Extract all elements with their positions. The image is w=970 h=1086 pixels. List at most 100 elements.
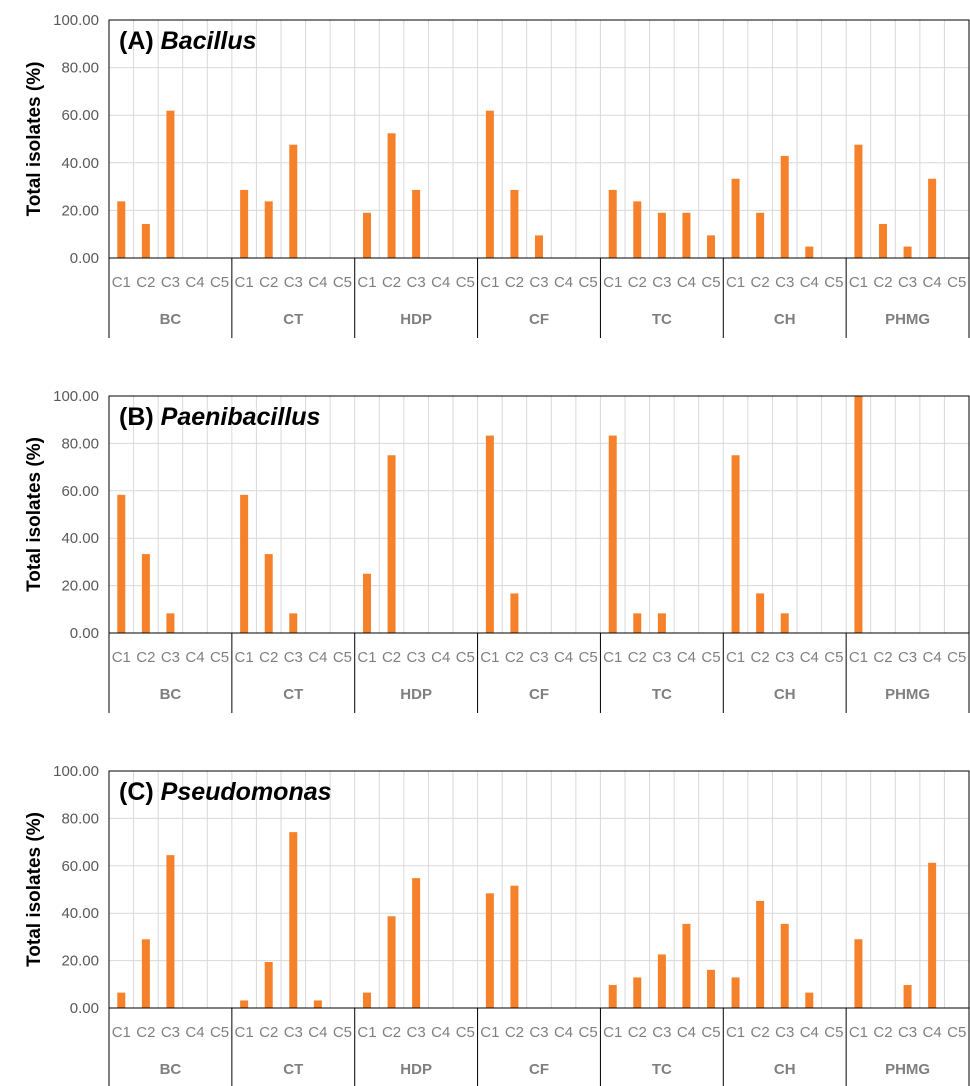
bar-hdp-c1 bbox=[363, 212, 371, 258]
x-tick-label: C4 bbox=[554, 1024, 573, 1041]
bar-ch-c1 bbox=[731, 977, 740, 1008]
group-label: BC bbox=[160, 686, 182, 703]
bar-ch-c3 bbox=[780, 613, 789, 633]
bar-bc-c2 bbox=[141, 939, 150, 1008]
y-tick-label: 60.00 bbox=[61, 107, 99, 124]
panel-title-genus: Paenibacillus bbox=[161, 403, 321, 431]
bar-bc-c3 bbox=[166, 613, 175, 633]
bar-phmg-c1 bbox=[854, 144, 863, 258]
x-tick-label: C4 bbox=[923, 274, 942, 291]
bar-tc-c3 bbox=[657, 613, 666, 633]
x-tick-label: C3 bbox=[407, 274, 426, 291]
x-tick-label: C1 bbox=[726, 649, 745, 666]
x-tick-label: C2 bbox=[751, 649, 770, 666]
x-tick-label: C3 bbox=[775, 1024, 794, 1041]
x-tick-label: C2 bbox=[628, 649, 647, 666]
y-tick-label: 40.00 bbox=[61, 155, 99, 172]
x-tick-label: C4 bbox=[185, 649, 204, 666]
x-tick-label: C3 bbox=[775, 649, 794, 666]
group-label: TC bbox=[652, 311, 672, 328]
y-tick-label: 80.00 bbox=[61, 810, 99, 827]
group-label: TC bbox=[652, 686, 672, 703]
plot-border bbox=[108, 770, 970, 1009]
x-tick-label: C3 bbox=[284, 649, 303, 666]
x-tick-label: C5 bbox=[947, 649, 966, 666]
bar-tc-c1 bbox=[608, 189, 617, 258]
x-tick-label: C4 bbox=[923, 1024, 942, 1041]
bar-bc-c1 bbox=[117, 201, 126, 258]
x-tick-label: C1 bbox=[480, 649, 499, 666]
x-tick-label: C4 bbox=[800, 1024, 819, 1041]
bar-ch-c4 bbox=[805, 992, 814, 1008]
x-tick-label: C5 bbox=[333, 1024, 352, 1041]
group-label: CT bbox=[283, 686, 303, 703]
y-tick-label: 20.00 bbox=[61, 578, 99, 595]
x-tick-label: C4 bbox=[554, 274, 573, 291]
y-tick-label: 60.00 bbox=[61, 483, 99, 500]
bar-ch-c3 bbox=[780, 155, 789, 258]
x-tick-label: C4 bbox=[431, 649, 450, 666]
y-axis-title: Total isolates (%) bbox=[24, 437, 45, 592]
bar-tc-c5 bbox=[707, 969, 715, 1008]
x-tick-label: C5 bbox=[701, 274, 720, 291]
x-tick-label: C1 bbox=[849, 1024, 868, 1041]
bar-phmg-c1 bbox=[854, 939, 863, 1008]
panel-title-genus: Bacillus bbox=[161, 27, 257, 55]
x-tick-label: C4 bbox=[923, 649, 942, 666]
y-tick-label: 0.00 bbox=[70, 1000, 99, 1017]
group-label: CT bbox=[283, 1061, 303, 1078]
x-tick-label: C5 bbox=[824, 274, 843, 291]
y-tick-label: 40.00 bbox=[61, 530, 99, 547]
group-label: HDP bbox=[400, 686, 432, 703]
group-label: PHMG bbox=[885, 686, 930, 703]
bar-hdp-c1 bbox=[363, 573, 371, 633]
x-tick-label: C1 bbox=[235, 274, 254, 291]
bar-ct-c2 bbox=[264, 554, 273, 633]
x-tick-label: C5 bbox=[210, 649, 229, 666]
bar-bc-c2 bbox=[141, 223, 150, 258]
x-tick-label: C3 bbox=[529, 1024, 548, 1041]
bar-tc-c2 bbox=[633, 977, 642, 1008]
group-label: TC bbox=[652, 1061, 672, 1078]
bar-bc-c1 bbox=[117, 494, 126, 633]
group-label: CH bbox=[774, 686, 796, 703]
plot-border bbox=[108, 19, 970, 259]
bar-cf-c1 bbox=[485, 110, 494, 258]
x-tick-label: C4 bbox=[800, 649, 819, 666]
y-tick-label: 100.00 bbox=[53, 12, 99, 29]
x-tick-label: C4 bbox=[431, 274, 450, 291]
x-tick-label: C5 bbox=[333, 649, 352, 666]
group-label: HDP bbox=[400, 1061, 432, 1078]
bar-cf-c3 bbox=[535, 235, 543, 258]
bar-bc-c1 bbox=[117, 992, 126, 1008]
x-tick-label: C1 bbox=[112, 274, 131, 291]
bar-ch-c3 bbox=[780, 923, 789, 1008]
x-tick-label: C1 bbox=[357, 649, 376, 666]
x-tick-label: C2 bbox=[136, 649, 155, 666]
x-tick-label: C3 bbox=[284, 1024, 303, 1041]
y-tick-label: 40.00 bbox=[61, 905, 99, 922]
x-tick-label: C5 bbox=[210, 1024, 229, 1041]
x-tick-label: C2 bbox=[259, 1024, 278, 1041]
x-tick-label: C2 bbox=[628, 274, 647, 291]
x-tick-label: C2 bbox=[505, 274, 524, 291]
bar-ch-c2 bbox=[756, 900, 765, 1008]
bar-ct-c3 bbox=[289, 832, 298, 1008]
x-tick-label: C2 bbox=[259, 274, 278, 291]
x-tick-label: C1 bbox=[480, 274, 499, 291]
x-tick-label: C4 bbox=[431, 1024, 450, 1041]
x-tick-label: C2 bbox=[136, 274, 155, 291]
bar-phmg-c3 bbox=[903, 246, 912, 258]
x-tick-label: C2 bbox=[873, 1024, 892, 1041]
y-tick-label: 100.00 bbox=[53, 388, 99, 405]
bar-ch-c2 bbox=[756, 212, 765, 258]
x-tick-label: C2 bbox=[628, 1024, 647, 1041]
x-tick-label: C5 bbox=[579, 274, 598, 291]
bar-tc-c4 bbox=[682, 212, 691, 258]
bar-tc-c2 bbox=[633, 613, 642, 633]
x-tick-label: C4 bbox=[308, 649, 327, 666]
bar-ch-c2 bbox=[756, 593, 765, 633]
x-tick-label: C3 bbox=[161, 649, 180, 666]
x-tick-label: C1 bbox=[235, 649, 254, 666]
group-label: BC bbox=[160, 1061, 182, 1078]
